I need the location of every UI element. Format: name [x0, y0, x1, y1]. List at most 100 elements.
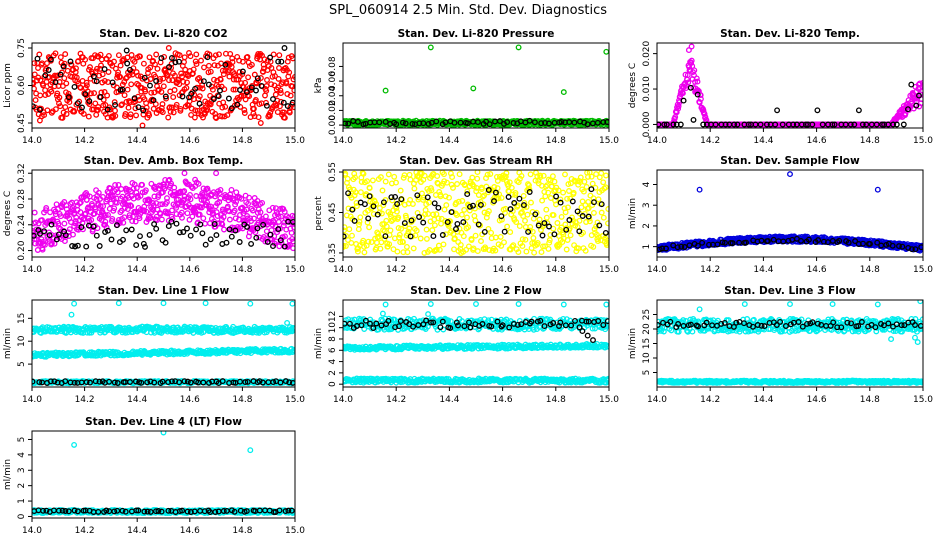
- data-point: [387, 227, 394, 234]
- data-point: [382, 178, 389, 185]
- data-point: [919, 83, 923, 90]
- data-point: [696, 186, 703, 193]
- data-point: [123, 47, 130, 54]
- data-point: [772, 121, 779, 128]
- data-point: [157, 210, 164, 217]
- data-point: [576, 217, 583, 224]
- chart-panel-boxtemp: Stan. Dev. Amb. Box Temp.14.0 14.2 14.4 14.…: [3, 155, 305, 275]
- data-point: [411, 185, 418, 192]
- data-point: [290, 238, 295, 245]
- data-point: [595, 238, 601, 245]
- data-point: [491, 184, 498, 190]
- data-point: [481, 192, 488, 199]
- data-point: [148, 180, 155, 187]
- data-point: [290, 325, 295, 332]
- x-axis: 14.0 14.2 14.4 14.6 14.8 15.0: [647, 257, 933, 275]
- data-point: [734, 121, 741, 128]
- data-point: [74, 100, 81, 107]
- data-point: [40, 82, 47, 89]
- data-point: [86, 98, 93, 105]
- data-point: [359, 170, 366, 176]
- data-point: [111, 99, 118, 106]
- data-point: [602, 184, 609, 191]
- data-point: [180, 229, 187, 235]
- y-axis-label: kPa: [314, 78, 324, 94]
- data-point: [125, 202, 132, 209]
- data-point: [526, 189, 533, 195]
- data-point: [598, 201, 605, 208]
- data-point: [391, 173, 398, 180]
- data-point: [200, 78, 207, 85]
- data-point: [151, 221, 158, 228]
- data-point: [278, 98, 284, 105]
- data-point: [433, 118, 440, 125]
- data-point: [105, 211, 111, 218]
- data-point: [576, 228, 583, 235]
- data-point: [108, 236, 115, 243]
- data-point: [815, 237, 822, 244]
- data-point: [385, 171, 392, 178]
- data-point: [257, 75, 264, 81]
- data-points: [657, 171, 923, 254]
- data-point: [454, 181, 461, 187]
- data-point: [127, 111, 134, 118]
- data-point: [392, 193, 399, 200]
- data-point: [180, 78, 187, 85]
- data-point: [198, 204, 205, 211]
- data-point: [714, 241, 721, 248]
- data-point: [37, 106, 43, 113]
- x-tick-label: 14.0: [647, 136, 667, 146]
- data-point: [252, 96, 259, 103]
- data-point: [168, 218, 175, 225]
- data-point: [237, 87, 244, 93]
- data-point: [583, 219, 590, 225]
- data-point: [226, 226, 233, 233]
- data-point: [562, 209, 569, 216]
- data-point: [434, 173, 441, 180]
- data-point: [406, 171, 413, 178]
- data-point: [444, 219, 451, 226]
- data-point: [479, 193, 486, 200]
- data-point: [431, 200, 438, 207]
- data-point: [423, 235, 430, 242]
- data-point: [54, 72, 61, 79]
- data-point: [170, 109, 177, 116]
- data-point: [481, 228, 488, 235]
- data-point: [873, 121, 880, 128]
- series-cal: [343, 186, 609, 240]
- data-point: [58, 204, 65, 211]
- data-point: [236, 239, 243, 245]
- data-point: [102, 218, 109, 225]
- data-points: [32, 45, 295, 128]
- series-run: [657, 43, 923, 128]
- y-axis: 0.350.450.55: [328, 162, 343, 263]
- data-point: [123, 98, 130, 105]
- figure-title: SPL_060914 2.5 Min. Std. Dev. Diagnostic…: [329, 3, 607, 18]
- data-point: [47, 209, 54, 216]
- data-point: [605, 206, 609, 212]
- data-point: [401, 220, 408, 227]
- series-cal: [657, 81, 922, 128]
- data-point: [219, 67, 226, 74]
- data-point: [403, 214, 410, 221]
- data-point: [262, 213, 269, 220]
- data-point: [262, 238, 269, 245]
- data-points: [32, 170, 295, 253]
- data-point: [731, 121, 738, 128]
- data-point: [139, 122, 146, 128]
- chart-title: Stan. Dev. Line 1 Flow: [98, 285, 230, 297]
- data-point: [267, 54, 274, 61]
- data-point: [368, 239, 375, 246]
- data-point: [281, 109, 288, 116]
- data-point: [181, 170, 188, 177]
- data-point: [225, 95, 232, 102]
- data-point: [798, 237, 804, 244]
- data-point: [158, 55, 165, 62]
- data-point: [478, 186, 485, 193]
- data-point: [546, 239, 553, 246]
- data-point: [364, 178, 371, 185]
- data-point: [253, 234, 260, 241]
- data-point: [133, 242, 140, 249]
- data-point: [414, 192, 421, 199]
